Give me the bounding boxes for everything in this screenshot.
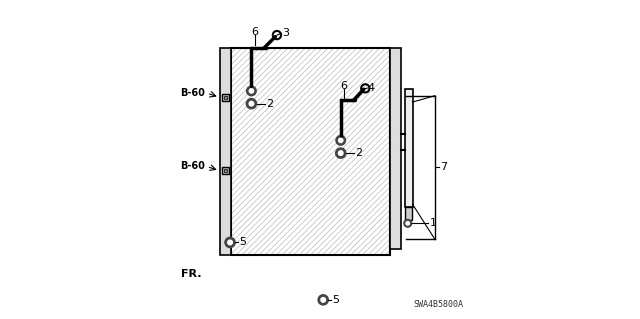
Bar [404, 89, 413, 207]
Text: 2: 2 [266, 99, 273, 109]
Bar [230, 48, 390, 255]
Bar [221, 167, 228, 174]
Circle shape [225, 237, 235, 248]
Text: 5: 5 [239, 237, 246, 248]
Bar [223, 96, 227, 99]
Text: 3: 3 [282, 28, 289, 39]
Bar [223, 169, 227, 172]
Circle shape [318, 295, 328, 305]
Text: 4: 4 [368, 83, 375, 93]
Circle shape [321, 298, 326, 302]
Text: 6: 6 [251, 27, 258, 37]
Circle shape [249, 101, 253, 106]
Text: 6: 6 [340, 81, 348, 91]
Text: B-60: B-60 [180, 161, 205, 171]
Circle shape [246, 86, 256, 96]
Circle shape [336, 136, 346, 145]
Bar [406, 207, 412, 220]
Circle shape [249, 89, 253, 93]
Text: 7: 7 [440, 162, 447, 173]
Text: B-60: B-60 [180, 87, 205, 98]
Bar [390, 48, 401, 249]
Text: SWA4B5800A: SWA4B5800A [413, 300, 463, 309]
Bar [220, 48, 230, 255]
Text: FR.: FR. [180, 269, 201, 279]
Circle shape [228, 240, 232, 245]
Text: 2: 2 [355, 148, 362, 158]
Circle shape [404, 219, 412, 227]
Circle shape [339, 151, 343, 155]
Circle shape [406, 222, 410, 225]
Bar [221, 94, 228, 101]
Text: 5: 5 [332, 295, 339, 305]
Bar [230, 48, 390, 255]
Text: 1: 1 [430, 218, 437, 228]
Circle shape [339, 138, 343, 143]
Circle shape [335, 148, 346, 158]
Circle shape [246, 99, 257, 109]
